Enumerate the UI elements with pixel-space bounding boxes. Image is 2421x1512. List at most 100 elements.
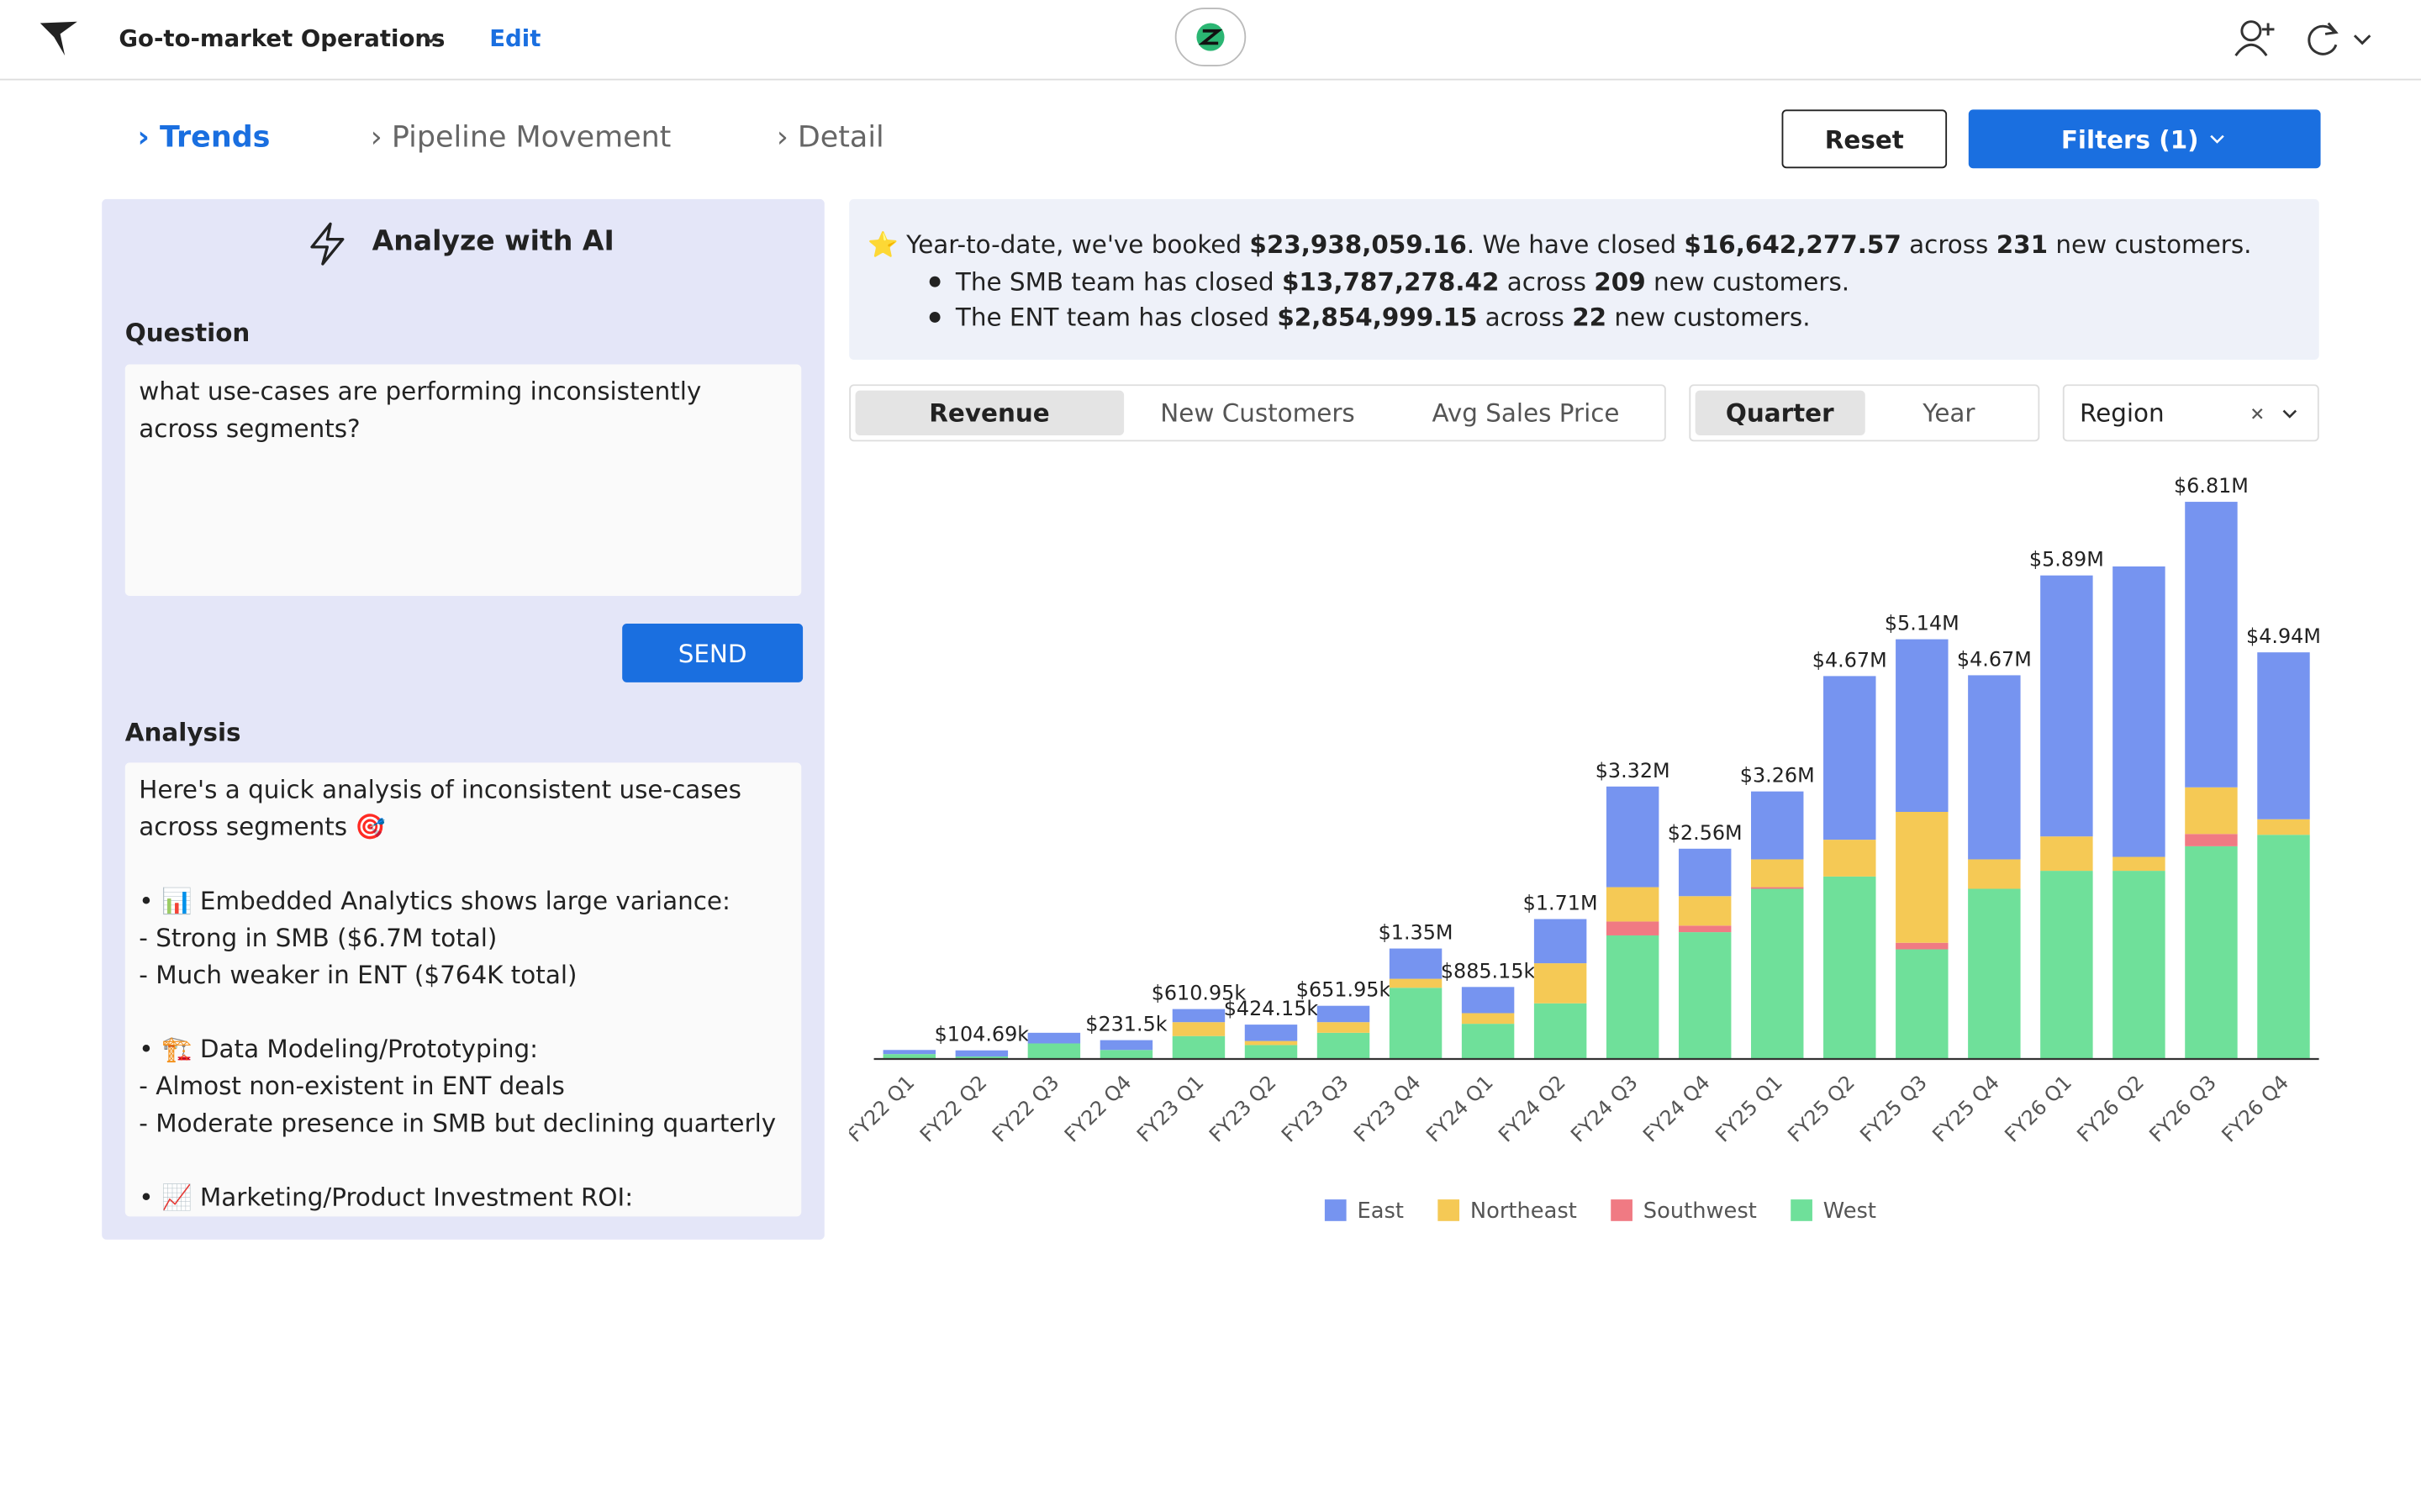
period-option[interactable]: Quarter <box>1695 390 1865 435</box>
legend-swatch <box>1437 1199 1460 1221</box>
filters-button[interactable]: Filters (1) <box>1968 109 2321 169</box>
bar-segment <box>955 1050 1009 1057</box>
x-tick-label: FY26 Q1 <box>2000 1071 2076 1147</box>
question-input[interactable]: what use-cases are performing inconsiste… <box>124 364 802 596</box>
edit-link[interactable]: Edit <box>489 24 541 53</box>
bar-segment <box>1968 859 2021 889</box>
total-label: $5.14M <box>1885 612 1959 635</box>
analysis-line: - Almost non-existent in ENT deals <box>139 1071 565 1101</box>
bar-segment <box>2185 787 2238 835</box>
summary-value: $2,854,999.15 <box>1277 302 1478 332</box>
tab[interactable]: › Detail <box>776 120 884 155</box>
bar-segment <box>1316 1005 1370 1023</box>
x-tick-label: FY25 Q3 <box>1855 1071 1932 1147</box>
summary-line: The ENT team has closed $2,854,999.15 ac… <box>868 299 2300 335</box>
bar-segment <box>1244 1045 1298 1059</box>
legend-label: West <box>1823 1199 1876 1224</box>
analysis-line: • 🏗️ Data Modeling/Prototyping: <box>139 1034 539 1064</box>
bar-segment <box>1896 639 1949 812</box>
summary-box: ⭐ Year-to-date, we've booked $23,938,059… <box>849 198 2319 360</box>
summary-text: The SMB team has closed <box>955 266 1282 296</box>
filters-label: Filters (1) <box>2060 124 2199 154</box>
refresh-icon[interactable] <box>2303 18 2381 59</box>
assistant-button[interactable] <box>1174 8 1247 66</box>
tab[interactable]: › Pipeline Movement <box>370 120 672 155</box>
x-tick-label: FY24 Q2 <box>1494 1071 1570 1147</box>
analysis-label: Analysis <box>124 718 241 747</box>
x-tick-label: FY26 Q3 <box>2144 1071 2221 1147</box>
total-label: $5.89M <box>2029 548 2104 572</box>
bar-segment <box>2185 846 2238 1059</box>
bar-segment <box>883 1054 936 1059</box>
analysis-line: - Moderate presence in SMB but declining… <box>139 1108 777 1138</box>
x-tick-label: FY26 Q4 <box>2217 1071 2293 1147</box>
bar-segment <box>1461 1013 1515 1025</box>
total-label: $231.5k <box>1085 1013 1167 1036</box>
total-label: $885.15k <box>1441 959 1536 983</box>
bar-segment <box>1244 1040 1298 1046</box>
tab[interactable]: › Trends <box>137 120 271 155</box>
total-label: $3.26M <box>1740 764 1815 788</box>
bar-segment <box>1244 1025 1298 1041</box>
metric-option[interactable]: Avg Sales Price <box>1432 398 1620 428</box>
bar-segment <box>1606 786 1659 888</box>
x-tick-label: FY22 Q2 <box>915 1071 992 1147</box>
analysis-line: - Strong in SMB ($6.7M total) <box>139 923 498 953</box>
ai-panel: Analyze with AI Question what use-cases … <box>102 198 825 1240</box>
bar-segment <box>2040 575 2093 837</box>
bar-segment <box>1751 888 1804 1059</box>
bar-segment <box>1100 1050 1153 1059</box>
metric-option[interactable]: Revenue <box>855 390 1124 435</box>
user-icon[interactable] <box>2234 18 2277 59</box>
summary-value: $16,642,277.57 <box>1684 229 1901 260</box>
summary-text: The ENT team has closed <box>955 302 1278 332</box>
bar-segment <box>1896 811 1949 943</box>
x-tick-label: FY24 Q4 <box>1638 1071 1715 1147</box>
dropdown-icon[interactable] <box>421 33 440 45</box>
group-select[interactable]: Region <box>2062 384 2319 442</box>
x-tick-label: FY23 Q3 <box>1277 1071 1353 1147</box>
legend-swatch <box>1791 1199 1812 1221</box>
legend-swatch <box>1611 1199 1632 1221</box>
x-tick-label: FY23 Q2 <box>1205 1071 1281 1147</box>
metric-toggle: Revenue New Customers Avg Sales Price <box>849 384 1666 442</box>
total-label: $104.69k <box>935 1023 1030 1046</box>
summary-value: 209 <box>1594 266 1646 296</box>
bar-segment <box>1678 896 1732 926</box>
analysis-block: • 📊 Embedded Analytics shows large varia… <box>139 883 787 994</box>
bar-segment <box>1533 963 1587 1004</box>
select-value: Region <box>2080 398 2165 428</box>
bar-segment <box>1678 925 1732 933</box>
analysis-block: Here's a quick analysis of inconsistent … <box>139 772 787 846</box>
bar-segment <box>1172 1009 1226 1023</box>
period-toggle: Quarter Year <box>1689 384 2040 442</box>
metric-option[interactable]: New Customers <box>1160 398 1355 428</box>
total-label: $4.94M <box>2246 624 2319 648</box>
bar-segment <box>1823 840 1876 877</box>
analysis-block: • 📈 Marketing/Product Investment ROI: <box>139 1179 787 1216</box>
summary-text: ⭐ Year-to-date, we've booked <box>868 229 1250 260</box>
bar-segment <box>2257 652 2310 819</box>
summary-value: $23,938,059.16 <box>1249 229 1467 260</box>
reset-button[interactable]: Reset <box>1781 109 1948 169</box>
summary-text: new customers. <box>2048 229 2252 260</box>
bar-segment <box>1389 988 1443 1059</box>
bar-segment <box>1461 1024 1515 1059</box>
x-tick-label: FY22 Q3 <box>988 1071 1064 1147</box>
x-tick-label: FY23 Q1 <box>1132 1071 1209 1147</box>
app-title[interactable]: Go-to-market Operations <box>119 24 446 53</box>
bar-segment <box>1678 848 1732 897</box>
total-label: $3.32M <box>1596 759 1670 782</box>
summary-line: The SMB team has closed $13,787,278.42 a… <box>868 263 2300 299</box>
bar-segment <box>2257 819 2310 835</box>
send-button[interactable]: SEND <box>622 624 804 682</box>
panel-title: Analyze with AI <box>372 225 614 258</box>
bar-segment <box>1896 942 1949 950</box>
logo[interactable] <box>37 18 80 59</box>
period-option[interactable]: Year <box>1923 398 1975 428</box>
legend-label: Northeast <box>1470 1199 1577 1224</box>
bar-segment <box>2185 502 2238 788</box>
summary-text: new customers. <box>1645 266 1850 296</box>
x-tick-label: FY23 Q4 <box>1349 1071 1426 1147</box>
